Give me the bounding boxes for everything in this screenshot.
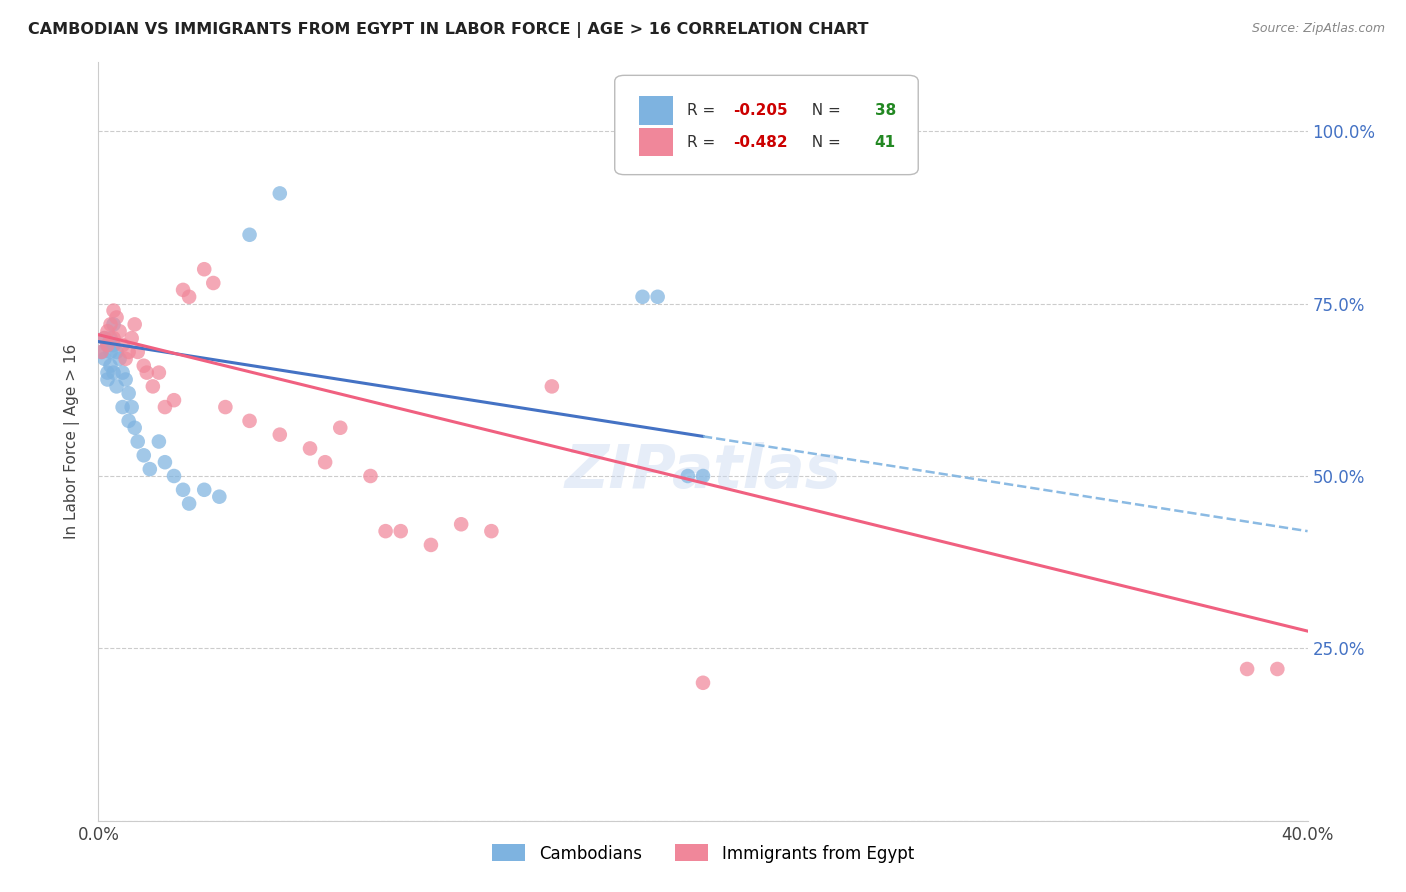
Point bbox=[118, 414, 141, 428]
Point bbox=[121, 400, 143, 414]
Point bbox=[96, 324, 118, 338]
Text: 38: 38 bbox=[875, 103, 896, 118]
Point bbox=[193, 483, 215, 497]
Text: ZIPatlas: ZIPatlas bbox=[564, 442, 842, 501]
Point bbox=[179, 290, 201, 304]
Point bbox=[103, 303, 125, 318]
Point bbox=[127, 345, 149, 359]
Point bbox=[93, 331, 115, 345]
Text: -0.482: -0.482 bbox=[734, 135, 787, 150]
Point bbox=[93, 331, 115, 345]
Point bbox=[124, 421, 146, 435]
Point bbox=[111, 366, 134, 380]
Point bbox=[692, 675, 714, 690]
Point bbox=[269, 186, 291, 201]
Point bbox=[481, 524, 503, 538]
Text: -0.205: -0.205 bbox=[734, 103, 787, 118]
Point bbox=[1236, 662, 1258, 676]
Point bbox=[153, 400, 176, 414]
Point bbox=[132, 448, 155, 462]
Point bbox=[135, 366, 157, 380]
Point bbox=[676, 469, 699, 483]
Legend: Cambodians, Immigrants from Egypt: Cambodians, Immigrants from Egypt bbox=[485, 838, 921, 869]
Point bbox=[108, 324, 131, 338]
FancyBboxPatch shape bbox=[614, 75, 918, 175]
FancyBboxPatch shape bbox=[638, 128, 673, 156]
Point bbox=[103, 331, 125, 345]
Text: 41: 41 bbox=[875, 135, 896, 150]
Point bbox=[121, 331, 143, 345]
Point bbox=[208, 490, 231, 504]
Point bbox=[100, 331, 122, 345]
Text: N =: N = bbox=[803, 103, 846, 118]
Point bbox=[105, 310, 128, 325]
Point bbox=[139, 462, 162, 476]
Text: R =: R = bbox=[688, 103, 720, 118]
Point bbox=[105, 379, 128, 393]
Text: R =: R = bbox=[688, 135, 720, 150]
Point bbox=[420, 538, 443, 552]
Point bbox=[389, 524, 412, 538]
Point bbox=[172, 483, 194, 497]
Point bbox=[132, 359, 155, 373]
Point bbox=[100, 318, 122, 332]
Point bbox=[239, 227, 262, 242]
Point bbox=[127, 434, 149, 449]
Point bbox=[647, 290, 669, 304]
Point bbox=[202, 276, 225, 290]
Point bbox=[114, 351, 136, 366]
Point bbox=[111, 338, 134, 352]
Point bbox=[124, 318, 146, 332]
Point bbox=[90, 345, 112, 359]
Point bbox=[374, 524, 396, 538]
Point bbox=[148, 434, 170, 449]
Point bbox=[172, 283, 194, 297]
Point bbox=[1267, 662, 1289, 676]
Point bbox=[90, 345, 112, 359]
Point bbox=[239, 414, 262, 428]
Point bbox=[214, 400, 236, 414]
Point bbox=[314, 455, 336, 469]
Point bbox=[360, 469, 382, 483]
Point bbox=[329, 421, 352, 435]
Text: Source: ZipAtlas.com: Source: ZipAtlas.com bbox=[1251, 22, 1385, 36]
Point bbox=[96, 366, 118, 380]
Point bbox=[108, 351, 131, 366]
Point bbox=[103, 366, 125, 380]
Point bbox=[114, 372, 136, 386]
Point bbox=[153, 455, 176, 469]
Y-axis label: In Labor Force | Age > 16: In Labor Force | Age > 16 bbox=[63, 344, 80, 539]
Point bbox=[163, 393, 186, 408]
Point bbox=[96, 338, 118, 352]
Point bbox=[631, 290, 654, 304]
Point bbox=[450, 517, 472, 532]
Point bbox=[148, 366, 170, 380]
Point bbox=[100, 345, 122, 359]
Point bbox=[100, 359, 122, 373]
Point bbox=[692, 469, 714, 483]
Point bbox=[111, 400, 134, 414]
Point bbox=[105, 345, 128, 359]
FancyBboxPatch shape bbox=[638, 95, 673, 125]
Point bbox=[96, 372, 118, 386]
Point bbox=[540, 379, 562, 393]
Point bbox=[103, 338, 125, 352]
Point bbox=[118, 386, 141, 401]
Point bbox=[118, 345, 141, 359]
Point bbox=[96, 338, 118, 352]
Text: CAMBODIAN VS IMMIGRANTS FROM EGYPT IN LABOR FORCE | AGE > 16 CORRELATION CHART: CAMBODIAN VS IMMIGRANTS FROM EGYPT IN LA… bbox=[28, 22, 869, 38]
Point bbox=[179, 497, 201, 511]
Text: N =: N = bbox=[803, 135, 846, 150]
Point bbox=[269, 427, 291, 442]
Point bbox=[193, 262, 215, 277]
Point bbox=[163, 469, 186, 483]
Point bbox=[103, 318, 125, 332]
Point bbox=[299, 442, 322, 456]
Point bbox=[142, 379, 165, 393]
Point bbox=[93, 351, 115, 366]
